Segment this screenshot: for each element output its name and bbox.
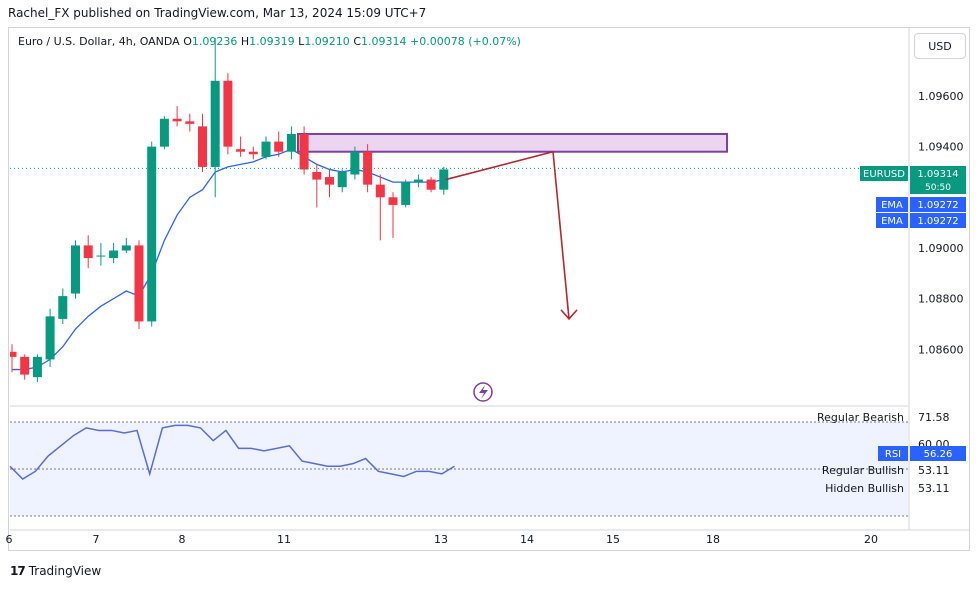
y-tick-label: 1.09000: [918, 242, 964, 255]
x-tick-label: 18: [706, 533, 720, 546]
symbol-tag-bg: [860, 166, 908, 181]
candle-body: [312, 171, 322, 180]
projection-path: [445, 150, 570, 319]
candle-body: [147, 146, 157, 322]
ema-value-bg: [910, 213, 966, 228]
rsi-level-label: Regular Bearish: [817, 411, 904, 424]
candle-body: [388, 197, 398, 205]
symbol-legend: Euro / U.S. Dollar, 4h, OANDA O1.09236 H…: [18, 35, 521, 48]
candle-body: [185, 121, 195, 124]
candle-body: [375, 184, 385, 198]
y-tick-label: 1.09600: [918, 90, 964, 103]
close-label: C: [353, 35, 361, 48]
candle-body: [286, 133, 296, 152]
candle-body: [401, 182, 411, 205]
rsi-line: [9, 424, 455, 480]
currency-button[interactable]: USD: [914, 33, 966, 59]
candle-body: [274, 141, 284, 152]
candle-body: [45, 316, 55, 360]
y-tick-label: 1.09400: [918, 141, 964, 154]
candle-body: [223, 80, 233, 147]
x-tick-label: 7: [93, 533, 100, 546]
candle-body: [96, 255, 106, 257]
candle-body: [172, 118, 182, 122]
projection-arrowhead: [560, 309, 578, 321]
x-tick-label: 6: [6, 533, 13, 546]
tradingview-logo-icon: 17: [10, 564, 26, 578]
candle-body: [134, 245, 144, 322]
ema-tag-bg: [876, 213, 908, 228]
low-label: L: [298, 35, 305, 48]
rsi-level-value: 71.58: [918, 411, 950, 424]
low-value: 1.09210: [304, 35, 350, 48]
x-tick-label: 20: [864, 533, 878, 546]
candle-body: [325, 177, 334, 185]
change-value: +0.00078 (+0.07%): [410, 35, 521, 48]
candle-body: [363, 151, 373, 185]
x-tick-label: 15: [606, 533, 620, 546]
rsi-tag: RSI: [885, 449, 901, 460]
rsi-level-value: 53.11: [918, 482, 950, 495]
candle-body: [20, 356, 30, 375]
candle-body: [210, 80, 220, 167]
ema-value-bg: [910, 197, 966, 212]
x-tick-label: 13: [434, 533, 448, 546]
lightning-bolt-icon: [479, 385, 488, 399]
rsi-tag-bg: [878, 446, 908, 461]
open-label: O: [183, 35, 192, 48]
candle-body: [439, 169, 449, 190]
rsi-level-label: Regular Bullish: [822, 464, 904, 477]
brand-footer: 17 TradingView: [10, 564, 101, 578]
candle-body: [413, 179, 423, 183]
last-price-tag-bg: [910, 166, 966, 194]
ema-value: 1.09272: [917, 200, 958, 211]
rsi-value-bg: [910, 446, 966, 461]
brand-name: TradingView: [28, 564, 102, 578]
close-value: 1.09314: [361, 35, 407, 48]
x-tick-label: 14: [520, 533, 534, 546]
chart-frame: [8, 27, 970, 551]
candle-body: [236, 149, 246, 152]
candle-body: [350, 151, 360, 175]
symbol-tag: EURUSD: [863, 169, 905, 180]
rsi-level-value: 53.11: [918, 464, 950, 477]
candle-body: [10, 351, 17, 357]
candle-body: [32, 356, 42, 378]
candle-body: [299, 133, 309, 170]
publisher-line: Rachel_FX published on TradingView.com, …: [8, 6, 427, 20]
candle-body: [121, 245, 131, 251]
ema-tag: EMA: [881, 200, 903, 211]
candle-body: [83, 245, 93, 259]
candle-body: [58, 296, 68, 319]
y-tick-label: 1.08600: [918, 343, 964, 356]
candle-body: [248, 151, 258, 155]
candle-body: [426, 179, 436, 190]
symbol-name: Euro / U.S. Dollar, 4h, OANDA: [18, 35, 180, 48]
last-price-sub: 50:50: [925, 183, 951, 193]
high-label: H: [240, 35, 250, 48]
candle-body: [71, 245, 80, 294]
open-value: 1.09236: [191, 35, 238, 48]
high-value: 1.09319: [249, 35, 295, 48]
x-tick-label: 8: [179, 533, 186, 546]
rsi-value: 56.26: [924, 449, 953, 460]
last-price-value: 1.09314: [917, 169, 958, 180]
y-tick-label: 1.08800: [918, 293, 964, 306]
candle-body: [261, 141, 271, 157]
ema-tag: EMA: [881, 216, 903, 227]
ema-tag-bg: [876, 197, 908, 212]
rsi-level-label: Hidden Bullish: [825, 482, 904, 495]
candle-body: [337, 171, 347, 188]
resistance-zone: [297, 132, 728, 153]
ema-value: 1.09272: [917, 216, 958, 227]
candle-body: [159, 118, 169, 147]
candle-body: [109, 250, 119, 259]
x-tick-label: 11: [277, 533, 291, 546]
candle-body: [198, 126, 207, 167]
